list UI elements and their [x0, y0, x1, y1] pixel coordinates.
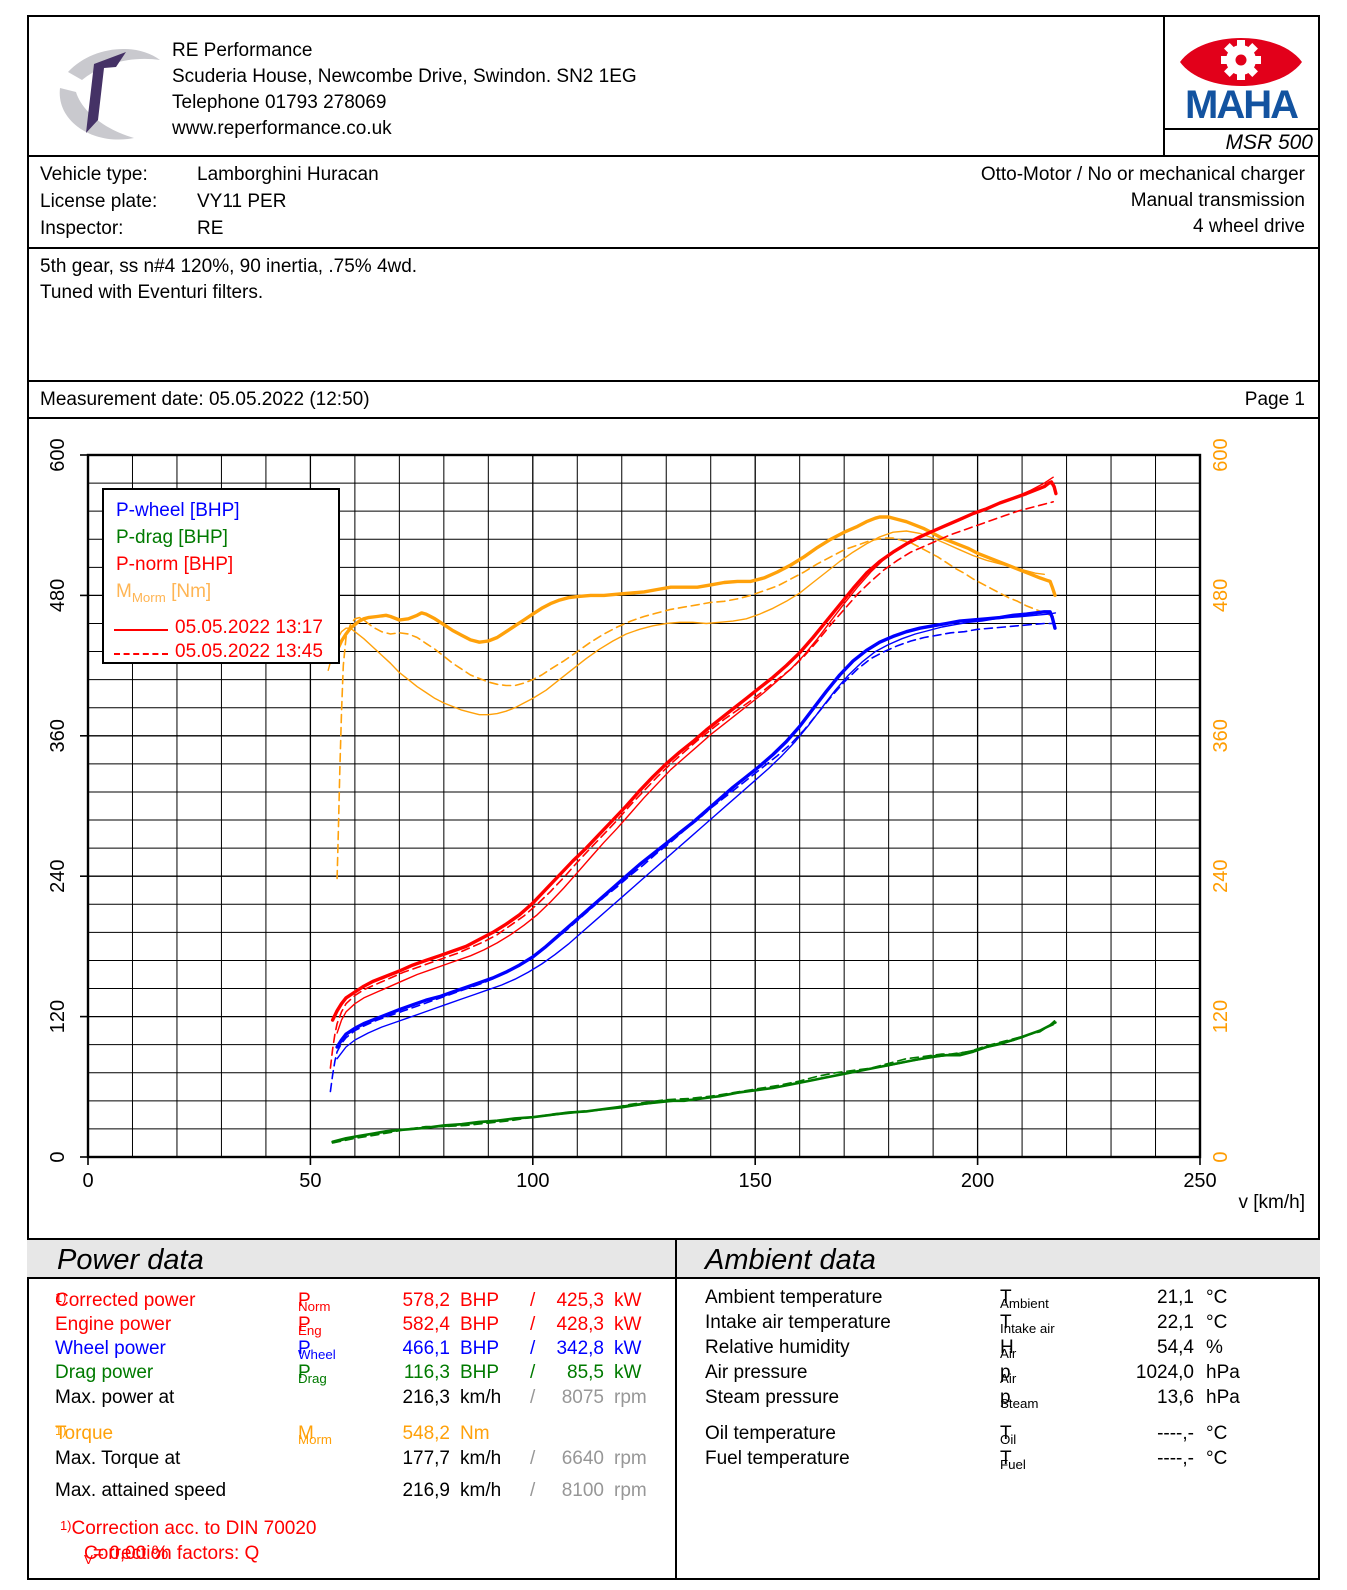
table-divider — [675, 1238, 677, 1578]
inspector-value: RE — [197, 218, 224, 239]
note-line-1: 5th gear, ss n#4 120%, 90 inertia, .75% … — [40, 256, 418, 277]
section-line-1 — [27, 155, 1320, 157]
drive-type: 4 wheel drive — [1193, 216, 1305, 237]
logo-mark — [86, 52, 126, 133]
logo-swoosh-top — [68, 48, 160, 80]
chart-legend: P-wheel [BHP] P-drag [BHP] P-norm [BHP] … — [102, 488, 340, 664]
company-address: Scuderia House, Newcombe Drive, Swindon.… — [172, 66, 637, 87]
device-model: MSR 500 — [1225, 131, 1313, 154]
maha-underline — [1163, 128, 1320, 130]
logo-swoosh-bottom — [59, 88, 135, 140]
company-website: www.reperformance.co.uk — [172, 118, 392, 139]
legend-item-torque: MMorm [Nm] — [116, 581, 212, 605]
legend-dashed-line-sample — [114, 653, 168, 655]
maha-wordmark: MAHA — [1185, 83, 1298, 126]
measurement-date: Measurement date: 05.05.2022 (12:50) — [40, 389, 370, 410]
vehicle-type-label: Vehicle type: — [40, 164, 148, 185]
section-line-3 — [27, 380, 1320, 382]
license-plate-label: License plate: — [40, 191, 158, 212]
maha-gear-icon — [1221, 40, 1261, 80]
transmission: Manual transmission — [1130, 190, 1305, 211]
vehicle-type-value: Lamborghini Huracan — [197, 164, 379, 185]
engine-type: Otto-Motor / No or mechanical charger — [980, 164, 1305, 185]
legend-run-1317: 05.05.2022 13:17 — [175, 617, 323, 638]
license-plate-value: VY11 PER — [197, 191, 287, 212]
legend-solid-line-sample — [114, 629, 168, 631]
inspector-label: Inspector: — [40, 218, 124, 239]
legend-item-pdrag: P-drag [BHP] — [116, 527, 228, 548]
legend-item-pwheel: P-wheel [BHP] — [116, 500, 240, 521]
legend-item-pnorm: P-norm [BHP] — [116, 554, 234, 575]
section-line-2 — [27, 247, 1320, 249]
legend-run-1345: 05.05.2022 13:45 — [175, 641, 323, 662]
company-name: RE Performance — [172, 40, 313, 61]
company-phone: Telephone 01793 278069 — [172, 92, 387, 113]
re-performance-logo — [59, 48, 160, 140]
page-border — [27, 15, 1320, 1580]
ambient-data-title: Ambient data — [675, 1238, 1320, 1279]
power-data-title: Power data — [27, 1238, 675, 1279]
note-line-2: Tuned with Eventuri filters. — [40, 282, 264, 303]
section-line-4 — [27, 417, 1320, 419]
x-axis-title: v [km/h] — [1238, 1192, 1305, 1213]
maha-logo: MAHA — [1180, 38, 1303, 126]
header-divider — [1163, 15, 1165, 157]
page-number: Page 1 — [1244, 389, 1305, 410]
